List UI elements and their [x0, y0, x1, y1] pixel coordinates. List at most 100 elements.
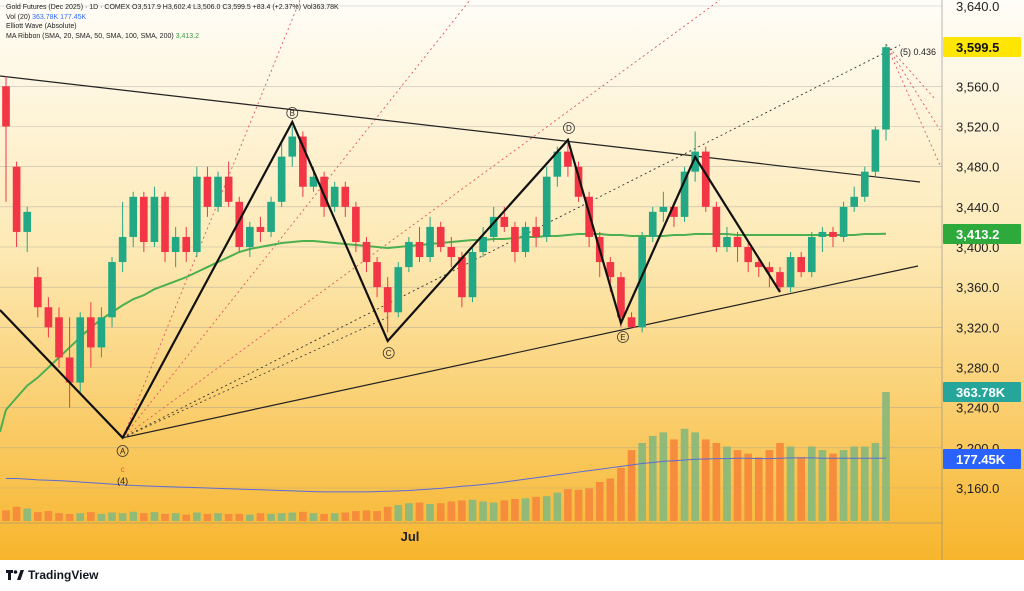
candle-body[interactable]: [479, 236, 487, 253]
candle-body[interactable]: [776, 272, 784, 288]
volume-bar: [288, 512, 297, 521]
candle-body[interactable]: [140, 196, 148, 242]
candle-body[interactable]: [309, 176, 318, 187]
volume-bar: [595, 481, 604, 521]
candle-body[interactable]: [23, 211, 32, 232]
candle-body[interactable]: [288, 136, 297, 157]
candle-body[interactable]: [320, 176, 328, 207]
candle-body[interactable]: [829, 231, 837, 237]
volume-bar: [712, 442, 721, 521]
wave-label-b[interactable]: B: [290, 109, 295, 118]
candle-body[interactable]: [182, 236, 191, 253]
candle-body[interactable]: [532, 226, 540, 237]
candle-body[interactable]: [373, 262, 381, 288]
volume-bar: [341, 512, 350, 521]
volume-legend[interactable]: Vol (20) 363.78K 177.45K: [6, 13, 339, 23]
candle-body[interactable]: [97, 317, 106, 348]
candle-body[interactable]: [754, 262, 763, 268]
candle-body[interactable]: [648, 211, 657, 237]
candle-body[interactable]: [171, 236, 180, 253]
wave-label-d[interactable]: D: [566, 124, 572, 133]
candle-body[interactable]: [341, 186, 350, 207]
candle-body[interactable]: [765, 267, 774, 273]
candle-body[interactable]: [352, 206, 360, 242]
candle-body[interactable]: [33, 277, 42, 308]
candle-body[interactable]: [76, 317, 85, 383]
candle-body[interactable]: [489, 216, 498, 237]
ma-ribbon-legend[interactable]: MA Ribbon (SMA, 20, SMA, 50, SMA, 100, S…: [6, 32, 339, 42]
volume-bar: [489, 502, 498, 521]
candle-body[interactable]: [458, 257, 466, 298]
candle-body[interactable]: [267, 201, 275, 232]
candle-body[interactable]: [65, 357, 74, 383]
candle-body[interactable]: [627, 317, 636, 328]
candle-body[interactable]: [521, 226, 530, 253]
candle-body[interactable]: [118, 236, 127, 263]
wave-label-c[interactable]: C: [386, 349, 392, 358]
candle-body[interactable]: [617, 277, 625, 318]
candle-body[interactable]: [500, 216, 509, 227]
candle-body[interactable]: [277, 156, 286, 202]
candle-body[interactable]: [574, 166, 583, 197]
candle-body[interactable]: [542, 176, 551, 237]
candle-body[interactable]: [161, 196, 169, 253]
candle-body[interactable]: [383, 287, 392, 313]
candle-body[interactable]: [214, 176, 222, 207]
price-chart[interactable]: 3,640.03,560.03,520.03,480.03,440.03,400…: [0, 0, 1024, 560]
candle-body[interactable]: [691, 151, 699, 172]
candle-body[interactable]: [744, 247, 752, 263]
candle-body[interactable]: [203, 176, 212, 207]
candle-body[interactable]: [246, 226, 254, 247]
candle-body[interactable]: [468, 252, 477, 298]
triangle-lower-line: [122, 265, 919, 439]
fib-fan-line: [122, 0, 721, 439]
candle-body[interactable]: [256, 226, 265, 232]
candle-body[interactable]: [2, 86, 10, 127]
candle-body[interactable]: [129, 196, 138, 237]
candle-body[interactable]: [447, 247, 456, 258]
candle-body[interactable]: [670, 206, 678, 217]
candle-body[interactable]: [193, 176, 201, 253]
candle-body[interactable]: [108, 262, 116, 318]
candle-body[interactable]: [511, 226, 519, 253]
candle-body[interactable]: [807, 236, 816, 273]
candle-body[interactable]: [12, 166, 21, 232]
candle-body[interactable]: [797, 257, 805, 273]
candle-body[interactable]: [362, 241, 371, 263]
candle-body[interactable]: [638, 236, 646, 328]
candle-body[interactable]: [235, 201, 244, 247]
candle-body[interactable]: [680, 171, 689, 217]
candle-body[interactable]: [606, 262, 615, 278]
wave-label-e[interactable]: E: [620, 333, 625, 342]
candle-body[interactable]: [871, 129, 880, 172]
candle-body[interactable]: [299, 136, 307, 187]
candle-body[interactable]: [723, 236, 731, 247]
candle-body[interactable]: [733, 236, 742, 247]
candle-body[interactable]: [394, 267, 403, 313]
candle-body[interactable]: [701, 151, 710, 207]
candle-body[interactable]: [786, 257, 795, 288]
candle-body[interactable]: [426, 226, 434, 258]
tradingview-logo[interactable]: TradingView: [6, 567, 98, 583]
candle-body[interactable]: [330, 186, 339, 207]
candle-body[interactable]: [44, 307, 53, 328]
candle-body[interactable]: [818, 231, 827, 237]
candle-body[interactable]: [564, 151, 572, 167]
candle-body[interactable]: [839, 206, 848, 237]
candle-body[interactable]: [882, 47, 890, 130]
candle-body[interactable]: [712, 206, 721, 247]
elliott-wave-legend[interactable]: Elliott Wave (Absolute): [6, 23, 77, 30]
candle-body[interactable]: [553, 151, 562, 177]
candle-body[interactable]: [850, 196, 859, 207]
symbol-ohlc-line[interactable]: Gold Futures (Dec 2025) · 1D · COMEX O3,…: [6, 4, 339, 11]
wave-label-a[interactable]: A: [120, 447, 126, 456]
candle-body[interactable]: [55, 317, 63, 358]
candle-body[interactable]: [87, 317, 95, 348]
candle-body[interactable]: [659, 206, 668, 212]
candle-body[interactable]: [150, 196, 159, 242]
candle-body[interactable]: [415, 241, 424, 258]
candle-body[interactable]: [436, 226, 445, 247]
candle-body[interactable]: [860, 171, 869, 197]
candle-body[interactable]: [224, 176, 233, 202]
candle-body[interactable]: [405, 241, 413, 268]
